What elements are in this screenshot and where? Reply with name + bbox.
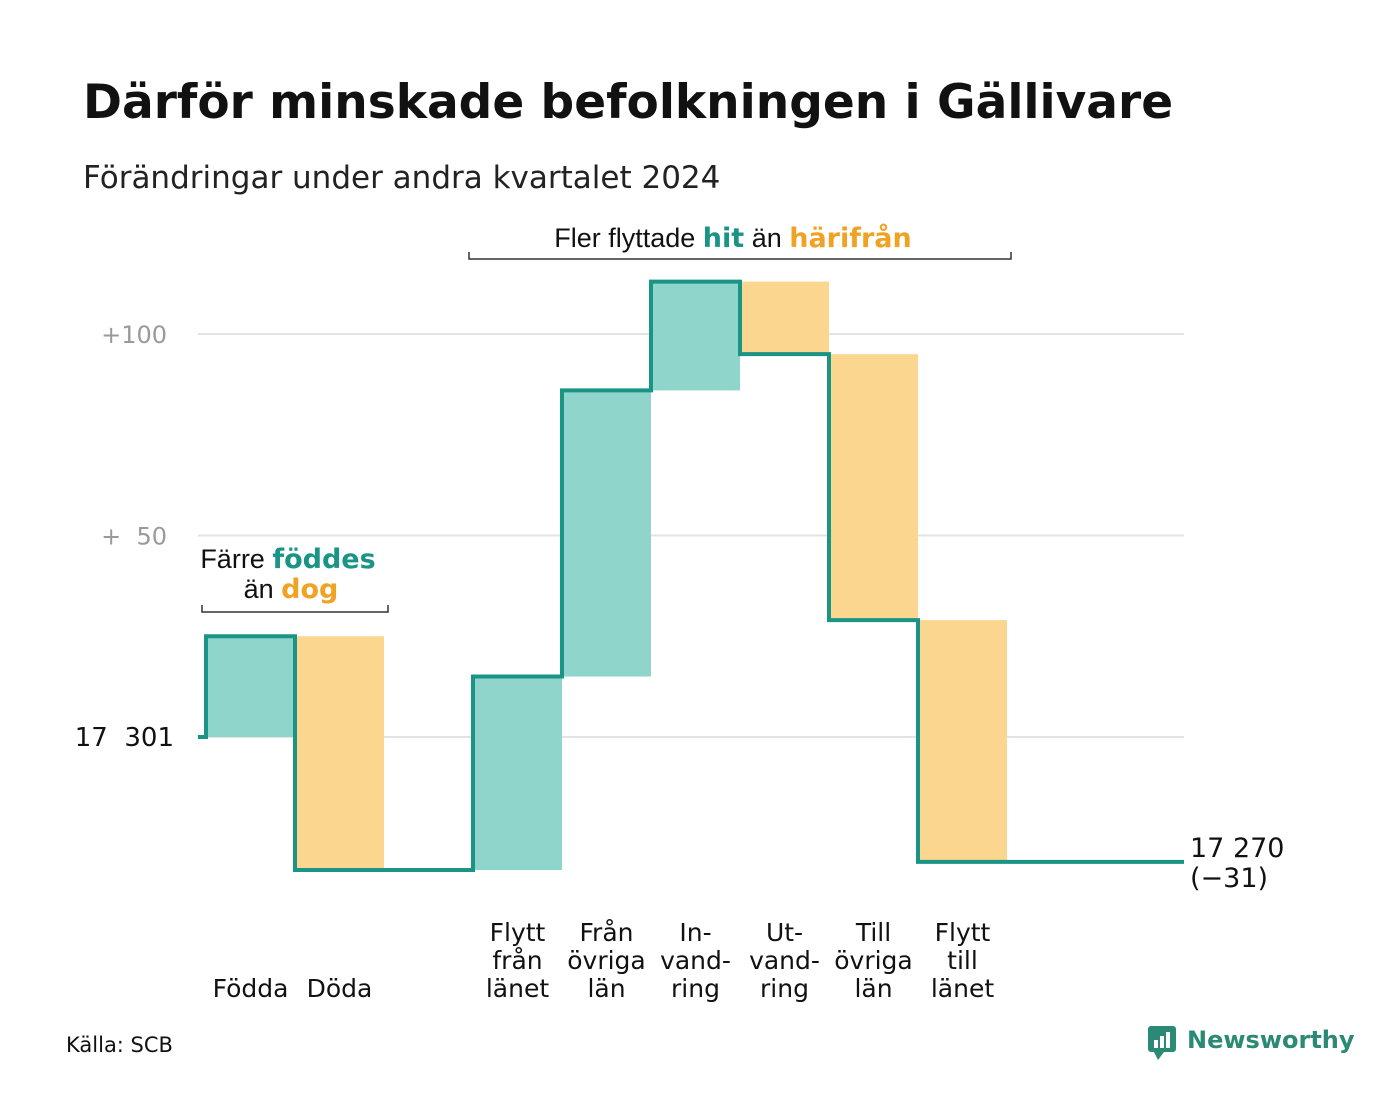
bar (295, 636, 384, 870)
bar (473, 676, 562, 870)
annotation-text: Fler flyttade (554, 223, 703, 253)
annotation-highlight: härifrån (789, 222, 912, 254)
category-label: Från (579, 918, 633, 947)
category-label: ring (671, 974, 720, 1003)
annotation-highlight: dog (281, 574, 338, 605)
category-label: vand- (749, 946, 820, 975)
end-label-line: 17 270 (1190, 833, 1284, 864)
bar-chart-icon (1148, 1026, 1176, 1060)
source-label: Källa: SCB (66, 1033, 173, 1057)
bar (918, 620, 1007, 862)
category-label: ring (760, 974, 809, 1003)
category-label: län (854, 974, 892, 1003)
y-tick-label: +100 (101, 321, 167, 349)
y-tick-label: 17 301 (75, 723, 174, 753)
annotation-text: Färre (200, 544, 272, 574)
category-label: länet (931, 974, 994, 1003)
category-label: övriga (834, 946, 913, 975)
category-label: Flytt (490, 918, 546, 947)
end-label-line: (−31) (1190, 863, 1268, 894)
category-label: till (947, 946, 978, 975)
bars (206, 281, 1007, 870)
end-value-label: 17 270(−31) (1190, 833, 1284, 894)
migration-annotation: Fler flyttade hit än härifrån (554, 222, 912, 254)
category-label: Flytt (935, 918, 991, 947)
bar (562, 390, 651, 677)
category-label: Döda (307, 974, 373, 1003)
natural-annotation-line2: än dog (244, 574, 339, 605)
chart-title: Därför minskade befolkningen i Gällivare (83, 75, 1173, 130)
annotation-highlight: föddes (272, 544, 375, 575)
natural-bracket (201, 605, 389, 613)
y-tick-label: + 50 (101, 523, 167, 551)
chart-subtitle: Förändringar under andra kvartalet 2024 (83, 160, 720, 196)
annotation-highlight: hit (703, 223, 744, 254)
category-label: In- (679, 918, 711, 947)
category-label: länet (486, 974, 549, 1003)
bar (829, 354, 918, 621)
annotation-text: än (244, 574, 282, 604)
category-label: Födda (213, 974, 289, 1003)
natural-annotation-line1: Färre föddes (200, 544, 375, 575)
category-label: län (587, 974, 625, 1003)
bar (740, 281, 829, 355)
running-total-line (198, 279, 1184, 872)
category-label: från (492, 946, 542, 975)
brand-name: Newsworthy (1187, 1026, 1355, 1054)
migration-bracket (468, 252, 1012, 260)
category-label: Till (855, 918, 891, 947)
bar (206, 636, 295, 737)
category-label: vand- (660, 946, 731, 975)
y-axis-ticks: 17 301 + 50 +100 (75, 321, 174, 753)
category-label: övriga (567, 946, 646, 975)
category-labels: Födda DödaFlyttfrånlänetFrånövrigalänIn-v… (213, 918, 995, 1003)
newsworthy-logo[interactable]: Newsworthy (1148, 1026, 1355, 1060)
bar (651, 281, 740, 391)
annotation-text: än (744, 223, 789, 253)
category-label: Ut- (766, 918, 803, 947)
